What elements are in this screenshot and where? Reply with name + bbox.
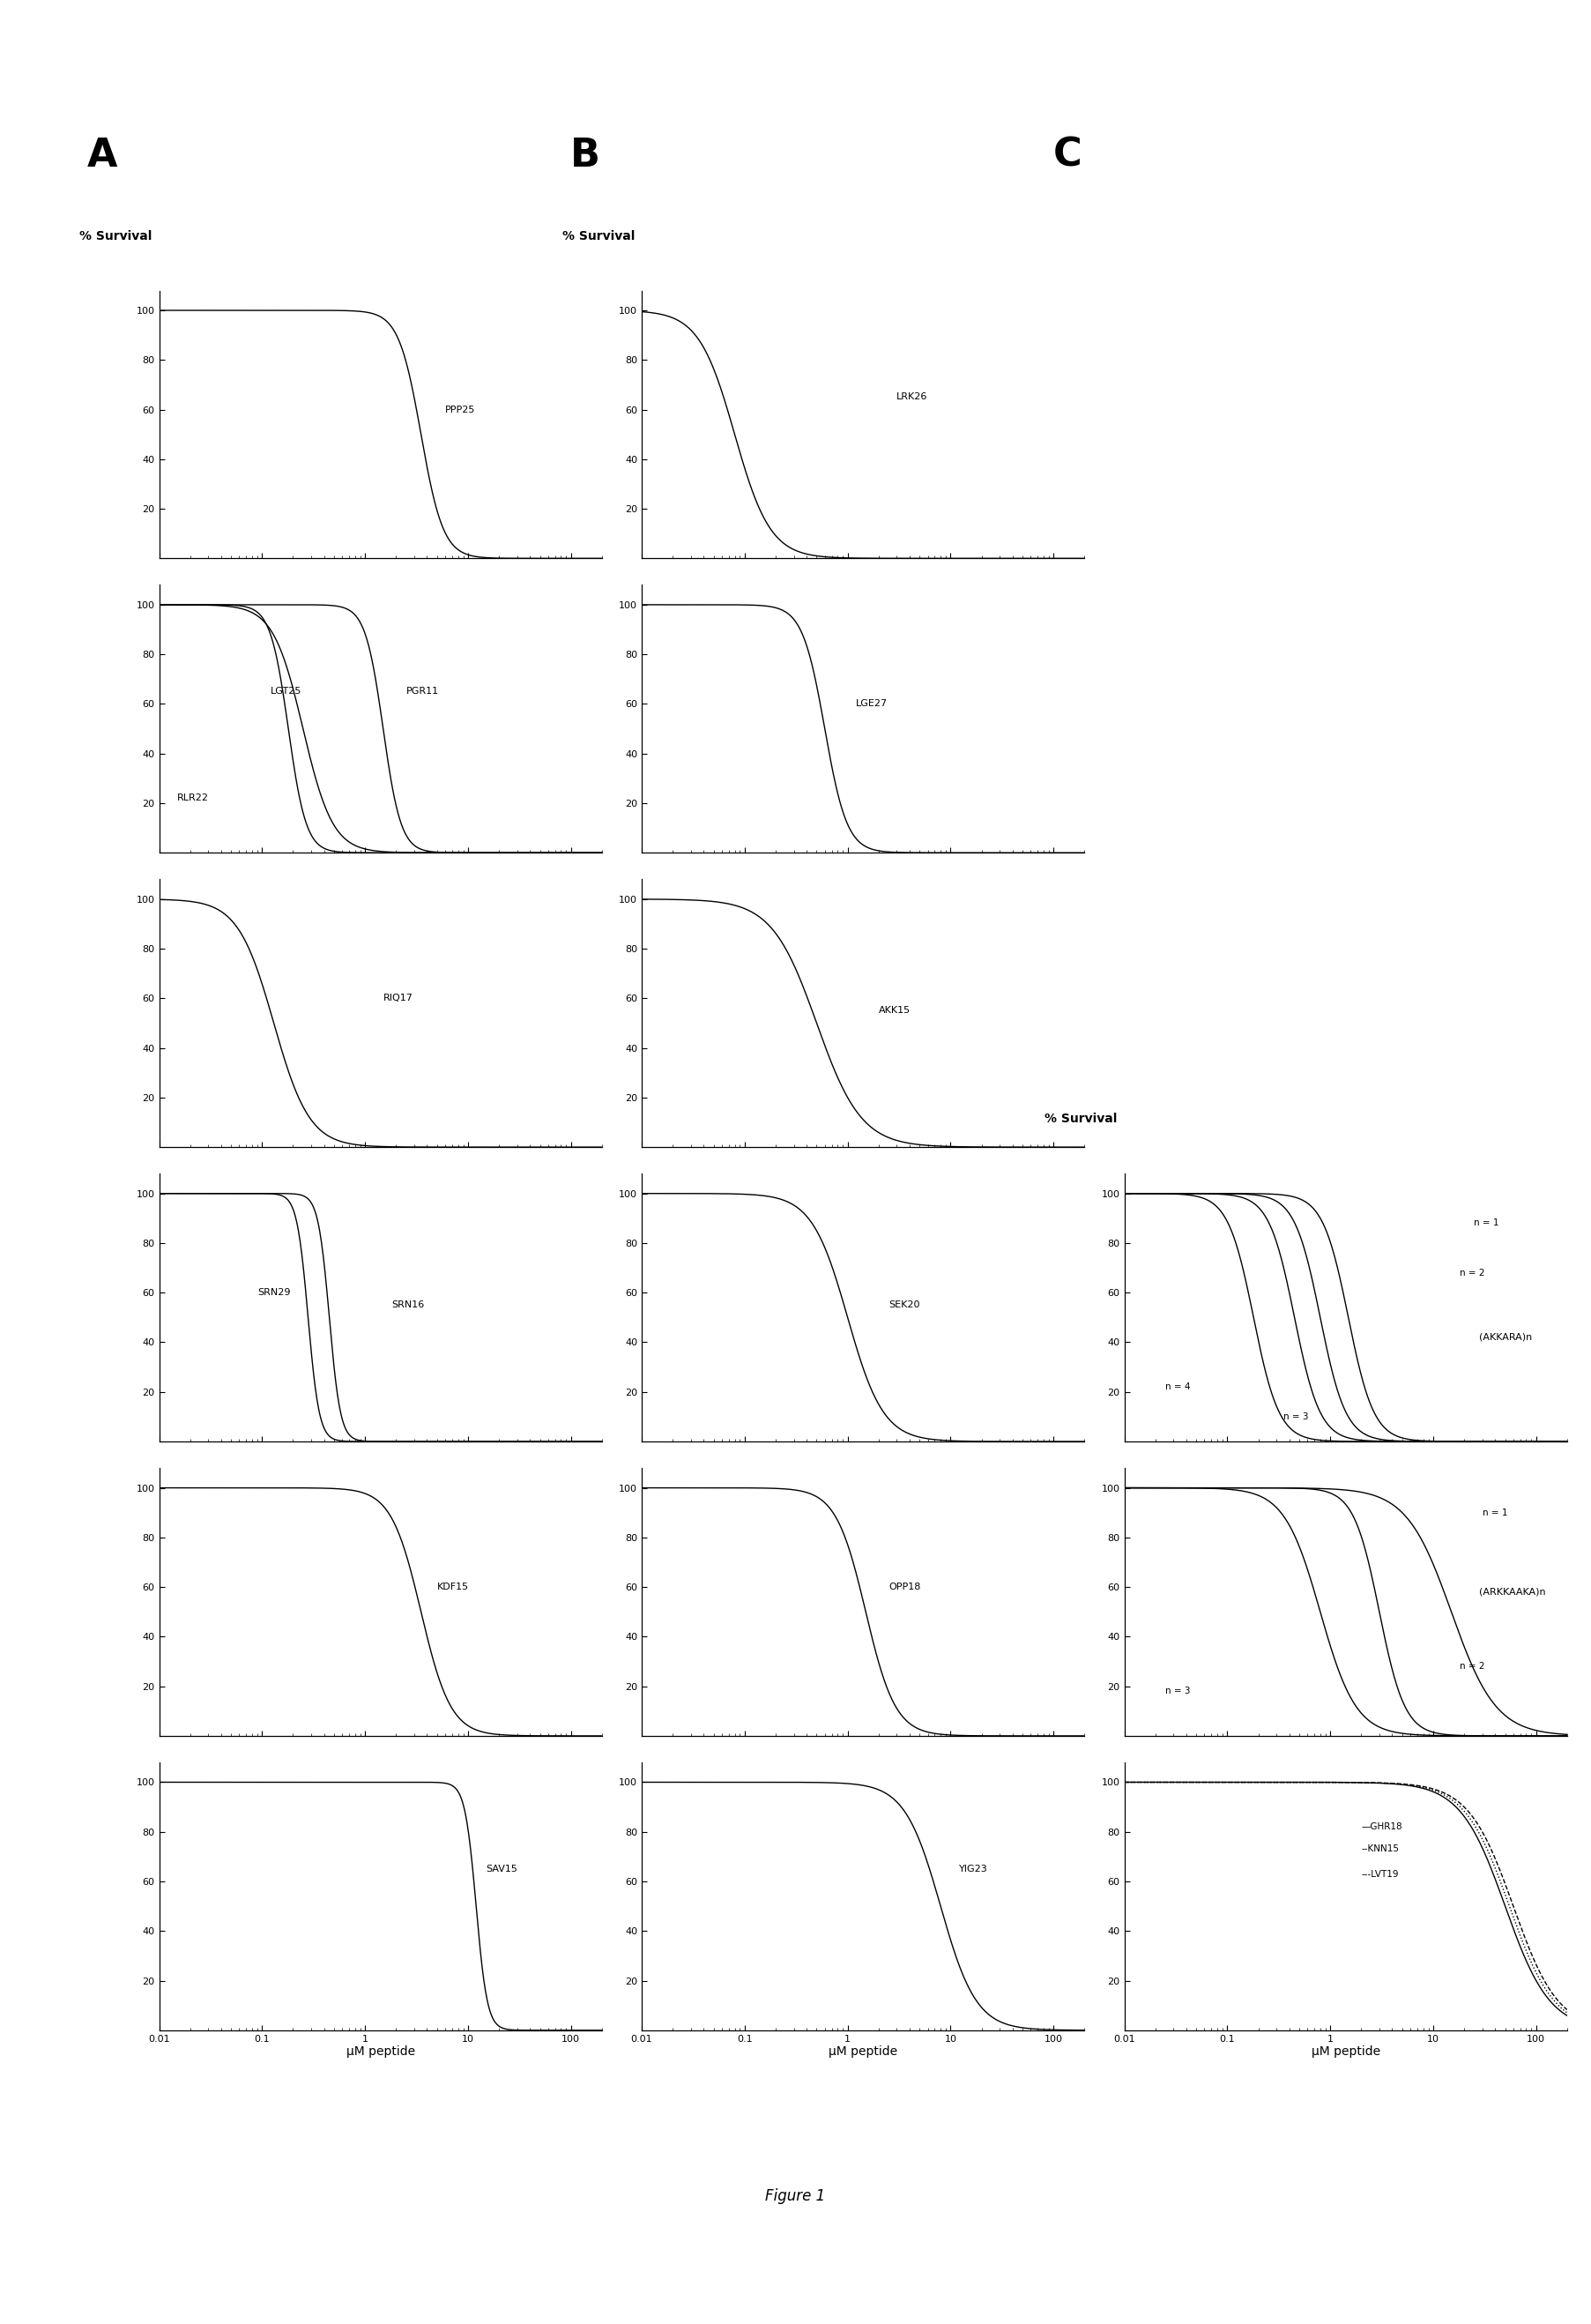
- Text: n = 3: n = 3: [1165, 1687, 1190, 1697]
- Text: SEK20: SEK20: [889, 1301, 920, 1308]
- Text: C: C: [1053, 137, 1082, 174]
- Text: SRN29: SRN29: [258, 1287, 291, 1297]
- Text: % Survival: % Survival: [562, 230, 635, 242]
- Text: PGR11: PGR11: [406, 688, 439, 695]
- Text: B: B: [570, 137, 600, 174]
- Text: (ARKKAAKA)n: (ARKKAAKA)n: [1480, 1587, 1546, 1597]
- Text: YIG23: YIG23: [959, 1864, 988, 1873]
- Text: % Survival: % Survival: [80, 230, 153, 242]
- Text: LRK26: LRK26: [897, 393, 928, 402]
- Text: Figure 1: Figure 1: [765, 2189, 826, 2203]
- Text: (AKKARA)n: (AKKARA)n: [1480, 1334, 1532, 1341]
- Text: OPP18: OPP18: [889, 1583, 921, 1592]
- X-axis label: μM peptide: μM peptide: [829, 2045, 897, 2059]
- Text: AKK15: AKK15: [878, 1006, 910, 1016]
- Text: % Survival: % Survival: [1045, 1113, 1117, 1125]
- Text: LGE27: LGE27: [856, 700, 888, 709]
- X-axis label: μM peptide: μM peptide: [347, 2045, 415, 2059]
- Text: n = 3: n = 3: [1284, 1413, 1308, 1420]
- Text: n = 4: n = 4: [1165, 1383, 1190, 1392]
- Text: A: A: [88, 137, 118, 174]
- Text: n = 1: n = 1: [1483, 1508, 1507, 1518]
- X-axis label: μM peptide: μM peptide: [1311, 2045, 1379, 2059]
- Text: n = 1: n = 1: [1475, 1218, 1499, 1227]
- Text: —GHR18: —GHR18: [1362, 1822, 1402, 1831]
- Text: KDF15: KDF15: [438, 1583, 469, 1592]
- Text: --KNN15: --KNN15: [1362, 1845, 1398, 1855]
- Text: SRN16: SRN16: [391, 1301, 425, 1308]
- Text: PPP25: PPP25: [445, 404, 476, 414]
- Text: ---LVT19: ---LVT19: [1362, 1868, 1398, 1878]
- Text: RLR22: RLR22: [177, 795, 208, 802]
- Text: n = 2: n = 2: [1459, 1269, 1484, 1278]
- Text: LGT25: LGT25: [270, 688, 301, 695]
- Text: n = 2: n = 2: [1459, 1662, 1484, 1671]
- Text: SAV15: SAV15: [487, 1864, 517, 1873]
- Text: RIQ17: RIQ17: [383, 995, 414, 1002]
